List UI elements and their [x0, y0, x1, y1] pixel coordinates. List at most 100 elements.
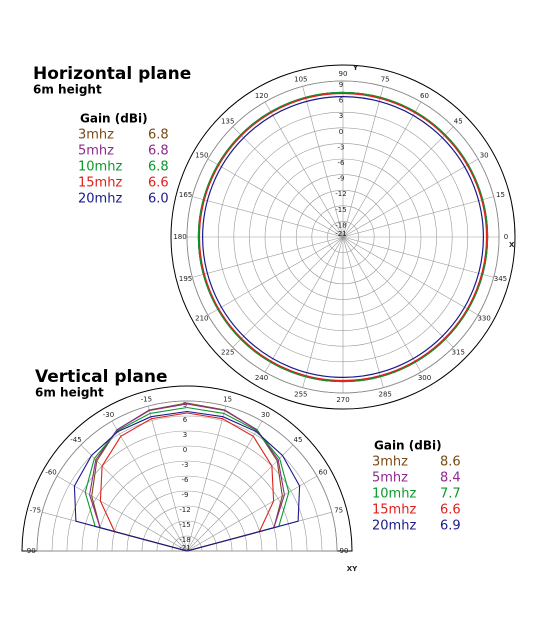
angle-label: -30	[103, 411, 114, 419]
grid-spoke	[147, 406, 188, 552]
r-tick-label: 9	[339, 81, 343, 89]
grid-ring	[36, 400, 338, 552]
angle-label: 60	[420, 92, 429, 100]
grid-spoke	[342, 236, 494, 278]
angle-label: 75	[334, 506, 343, 514]
axis-label-x: X	[509, 241, 515, 249]
angle-label: 240	[255, 374, 268, 382]
angle-label: 90	[340, 547, 349, 555]
angle-label: 150	[195, 152, 208, 160]
legend-name: 10mhz	[78, 160, 122, 175]
r-tick-label: -6	[338, 159, 346, 167]
grid-ring	[96, 460, 278, 552]
trace	[89, 403, 285, 552]
legend-gain: 7.7	[440, 487, 461, 502]
grid-spoke	[192, 236, 344, 278]
grid-spoke	[186, 475, 318, 552]
grid-spoke	[207, 236, 344, 316]
legend-name: 10mhz	[372, 487, 416, 502]
r-tick-label: -15	[179, 521, 190, 529]
angle-label: 15	[496, 191, 505, 199]
angle-label: 345	[494, 275, 507, 283]
angle-label: -90	[24, 547, 35, 555]
angle-label: 180	[173, 233, 186, 241]
legend-title: Gain (dBi)	[80, 112, 148, 126]
grid-spoke	[186, 444, 294, 552]
grid-ring	[51, 415, 323, 552]
axis-label-y: Y	[352, 64, 359, 72]
legend-gain: 6.8	[148, 128, 169, 143]
chart-title: Horizontal plane	[33, 64, 191, 84]
angle-label: 45	[294, 436, 303, 444]
r-tick-label: 3	[339, 112, 343, 120]
grid-ring	[171, 535, 203, 552]
trace	[91, 402, 283, 552]
grid-spoke	[342, 196, 494, 238]
legend-gain: 6.6	[148, 176, 169, 191]
trace	[202, 96, 484, 378]
r-tick-label: -18	[335, 221, 346, 229]
grid-spoke	[342, 101, 422, 238]
r-tick-label: -9	[182, 491, 189, 499]
angle-label: 195	[179, 275, 192, 283]
r-tick-label: 0	[183, 446, 187, 454]
grid-spoke	[111, 420, 188, 552]
grid-spoke	[342, 86, 384, 238]
grid-spoke	[80, 444, 188, 552]
trace	[197, 91, 489, 383]
chart-subtitle: 6m height	[35, 386, 104, 400]
angle-label: 120	[255, 92, 268, 100]
angle-label: 210	[195, 315, 208, 323]
grid-spoke	[186, 420, 263, 552]
trace	[99, 412, 275, 552]
angle-label: -45	[70, 436, 81, 444]
grid-spoke	[192, 196, 344, 238]
angle-label: 300	[418, 374, 431, 382]
angle-label: 30	[480, 152, 489, 160]
angle-label: 45	[454, 118, 463, 126]
trace	[198, 92, 488, 382]
angle-label: 75	[381, 76, 390, 84]
grid-spoke	[56, 475, 188, 552]
angle-label: 270	[336, 396, 349, 404]
legend-title: Gain (dBi)	[374, 439, 442, 453]
grid-spoke	[232, 126, 344, 238]
r-tick-label: -12	[335, 190, 346, 198]
chart-title: Vertical plane	[35, 367, 168, 387]
legend-name: 20mhz	[372, 519, 416, 534]
legend-gain: 8.4	[440, 471, 461, 486]
grid-spoke	[264, 101, 344, 238]
grid-spoke	[186, 406, 227, 552]
legend-name: 3mhz	[372, 455, 408, 470]
grid-ring	[156, 520, 218, 552]
legend-name: 5mhz	[372, 471, 408, 486]
grid-ring	[126, 490, 248, 552]
legend-name: 15mhz	[78, 176, 122, 191]
grid-spoke	[342, 236, 422, 373]
grid-spoke	[302, 236, 344, 388]
r-tick-label: 6	[183, 416, 188, 424]
angle-label: 105	[294, 76, 307, 84]
grid-ring	[66, 430, 308, 552]
r-tick-label: 9	[183, 401, 187, 409]
angle-label: 135	[221, 118, 234, 126]
angle-label: 165	[179, 191, 192, 199]
angle-label: 315	[452, 348, 465, 356]
legend-name: 5mhz	[78, 144, 114, 159]
legend-name: 20mhz	[78, 192, 122, 207]
trace	[84, 406, 290, 552]
grid-spoke	[302, 86, 344, 238]
angle-label: -75	[30, 506, 41, 514]
trace	[73, 410, 301, 552]
r-tick-label: -21	[335, 230, 346, 238]
angle-label: 60	[319, 469, 328, 477]
chart-subtitle: 6m height	[33, 83, 102, 97]
angle-label: -60	[45, 469, 56, 477]
grid-spoke	[342, 126, 454, 238]
grid-ring	[141, 505, 233, 552]
r-tick-label: -12	[179, 506, 190, 514]
r-tick-label: -3	[182, 461, 189, 469]
grid-spoke	[264, 236, 344, 373]
r-tick-label: 0	[339, 128, 343, 136]
